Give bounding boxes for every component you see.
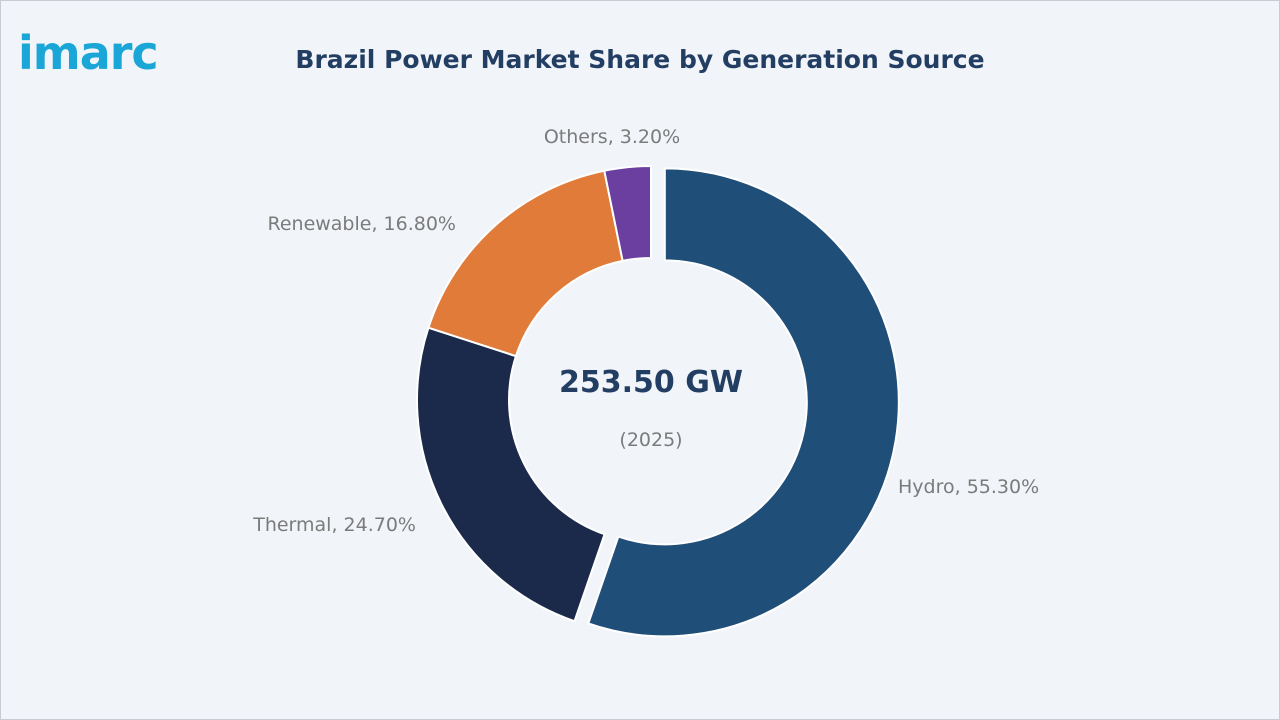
center-total-value: 253.50 GW [559,365,743,400]
slice-labels: Hydro, 55.30% Thermal, 24.70% Renewable, 1… [252,126,1039,536]
chart-title-text: Brazil Power Market Share by Generation … [295,45,985,74]
slice-label-renewable: Renewable, 16.80% [267,213,456,235]
slice-label-others: Others, 3.20% [544,126,680,148]
slice-label-hydro: Hydro, 55.30% [898,476,1039,498]
imarc-logo: imarc [18,26,159,80]
slice-renewable [427,169,624,358]
slice-hydro [587,167,900,638]
slice-label-thermal: Thermal, 24.70% [252,514,416,536]
donut-slices [416,164,900,638]
slice-thermal [416,326,606,623]
center-year-label: (2025) [619,429,682,451]
slice-others [603,164,652,263]
chart-title: Brazil Power Market Share by Generation … [0,45,1280,74]
